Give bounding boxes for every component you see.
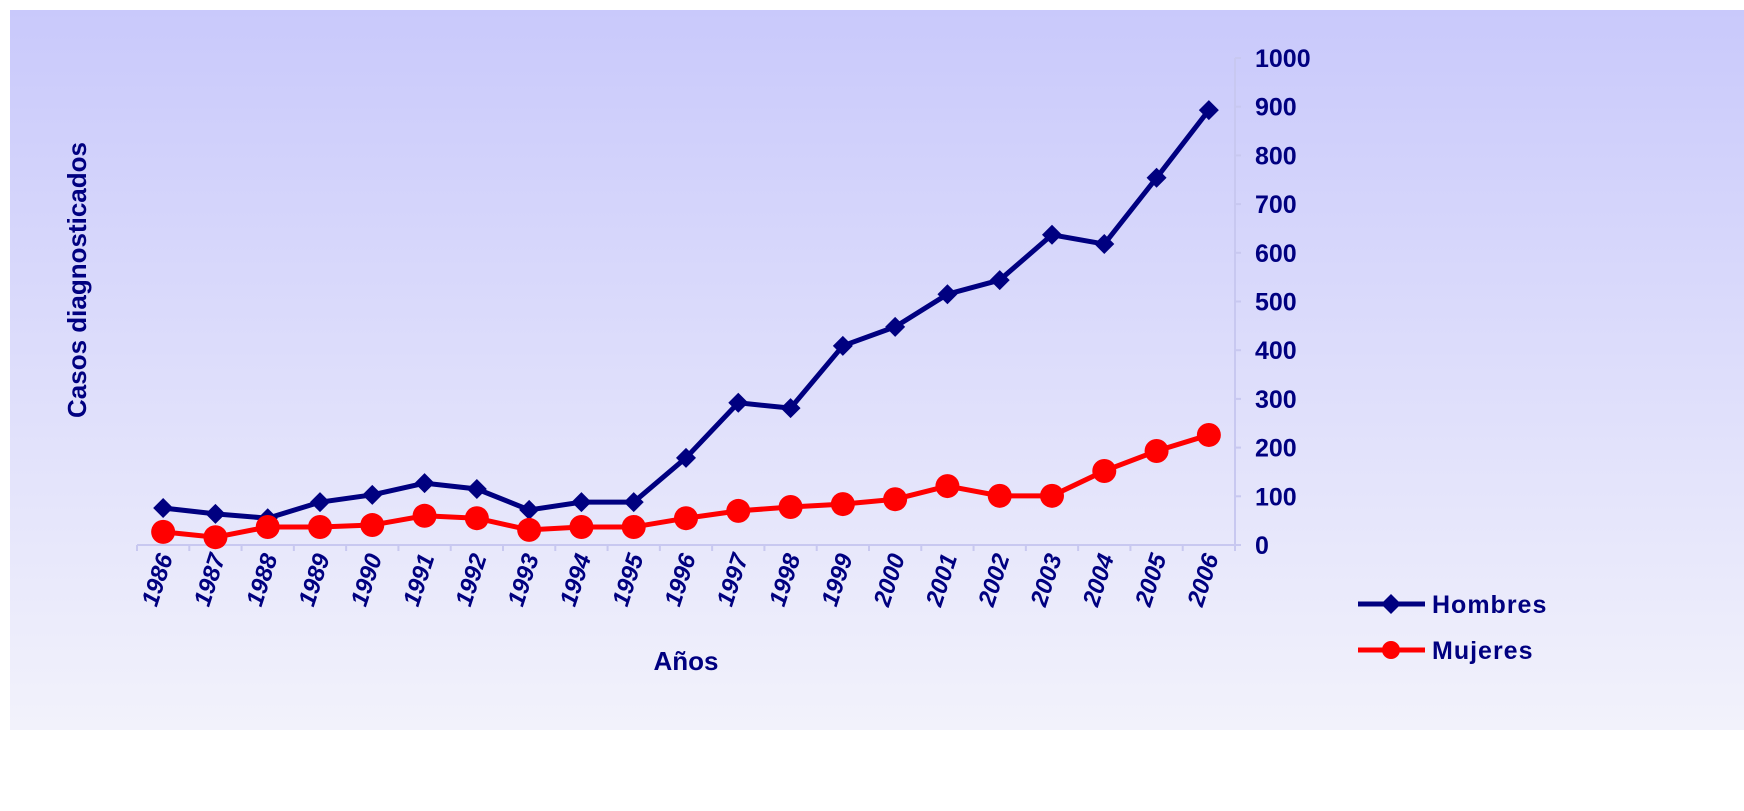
- data-point: [519, 499, 540, 520]
- data-point: [780, 398, 801, 419]
- data-point: [989, 270, 1010, 291]
- data-point: [1092, 458, 1117, 483]
- data-point: [674, 506, 698, 531]
- data-point: [308, 514, 332, 539]
- legend-label: Hombres: [1432, 591, 1547, 619]
- data-point: [517, 517, 542, 542]
- data-point: [464, 506, 489, 531]
- data-point: [360, 513, 385, 538]
- data-point: [1094, 234, 1115, 255]
- x-axis-label: Años: [654, 646, 719, 676]
- data-point: [1196, 422, 1221, 447]
- data-point: [728, 392, 749, 413]
- data-point: [623, 492, 644, 513]
- data-point: [676, 447, 696, 468]
- data-point: [1146, 167, 1167, 188]
- data-point: [883, 487, 908, 512]
- data-point: [203, 525, 228, 550]
- y-tick-label: 800: [1255, 142, 1297, 170]
- data-point: [205, 503, 226, 524]
- y-tick-label: 400: [1255, 337, 1297, 365]
- data-point: [571, 492, 592, 513]
- legend-marker: [1382, 641, 1400, 659]
- chart-background: [10, 10, 1744, 730]
- y-tick-label: 600: [1255, 240, 1297, 268]
- data-point: [778, 495, 803, 520]
- data-point: [255, 514, 280, 539]
- data-point: [1042, 224, 1062, 245]
- data-point: [726, 498, 751, 523]
- data-point: [362, 484, 383, 505]
- data-point: [151, 519, 176, 544]
- data-point: [153, 497, 174, 518]
- data-point: [937, 284, 958, 305]
- data-point: [1144, 439, 1169, 464]
- data-point: [832, 335, 853, 356]
- data-point: [885, 316, 906, 337]
- data-point: [987, 483, 1012, 508]
- y-tick-label: 100: [1255, 483, 1297, 511]
- data-point: [569, 514, 594, 539]
- y-tick-label: 0: [1255, 532, 1269, 560]
- y-axis-label: Casos diagnosticados: [62, 142, 92, 418]
- legend-marker: [1381, 594, 1401, 614]
- legend-label: Mujeres: [1432, 637, 1533, 665]
- y-tick-label: 300: [1255, 386, 1297, 414]
- data-point: [414, 473, 435, 494]
- data-point: [1040, 483, 1064, 508]
- data-point: [466, 478, 487, 499]
- data-point: [935, 474, 960, 499]
- data-point: [1198, 100, 1219, 121]
- y-tick-label: 700: [1255, 191, 1297, 219]
- y-tick-label: 900: [1255, 94, 1297, 122]
- y-tick-label: 500: [1255, 289, 1297, 317]
- data-point: [412, 503, 437, 528]
- data-point: [830, 492, 855, 517]
- data-point: [310, 492, 330, 513]
- data-point: [621, 514, 646, 539]
- y-tick-label: 1000: [1255, 45, 1311, 73]
- y-tick-label: 200: [1255, 435, 1297, 463]
